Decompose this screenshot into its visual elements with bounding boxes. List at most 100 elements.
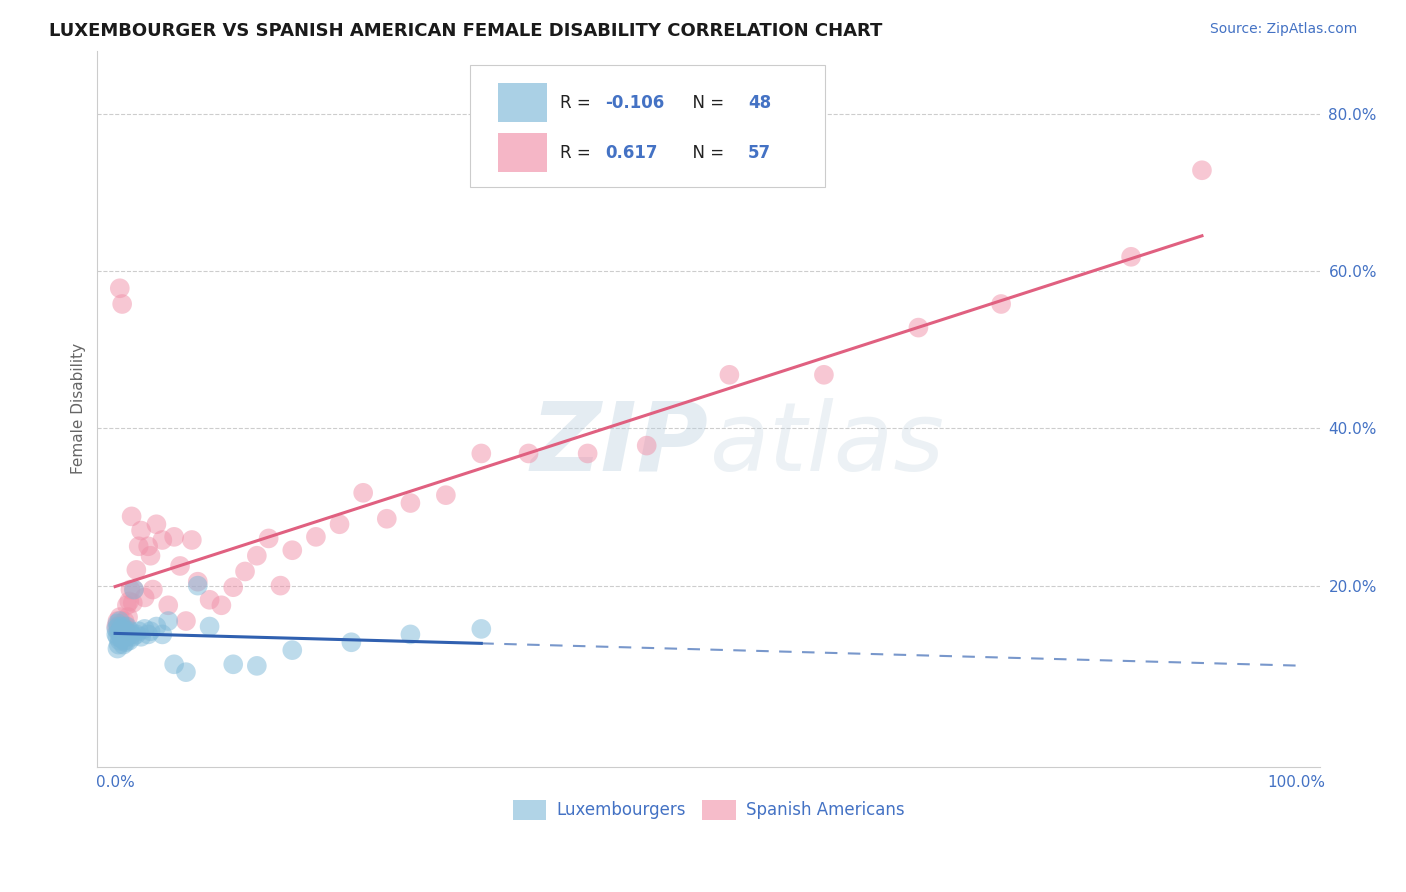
Point bbox=[145, 619, 167, 633]
Point bbox=[990, 297, 1012, 311]
Text: N =: N = bbox=[682, 144, 730, 162]
Point bbox=[128, 539, 150, 553]
Text: R =: R = bbox=[560, 94, 596, 112]
Point bbox=[150, 533, 173, 547]
Point bbox=[1191, 163, 1213, 178]
Point bbox=[108, 281, 131, 295]
Point bbox=[157, 614, 180, 628]
Point bbox=[718, 368, 741, 382]
Text: 0.617: 0.617 bbox=[605, 144, 657, 162]
Point bbox=[257, 532, 280, 546]
Point bbox=[112, 638, 135, 652]
Point bbox=[114, 633, 136, 648]
Point bbox=[107, 625, 129, 640]
Point bbox=[328, 517, 350, 532]
Point bbox=[114, 614, 136, 628]
Point bbox=[107, 641, 129, 656]
Point bbox=[169, 558, 191, 573]
Point bbox=[120, 582, 142, 597]
Point bbox=[108, 624, 131, 639]
Point bbox=[209, 599, 232, 613]
Point bbox=[122, 582, 145, 597]
Point bbox=[107, 614, 129, 628]
Point bbox=[105, 619, 128, 633]
Point bbox=[269, 579, 291, 593]
Point bbox=[112, 619, 135, 633]
Point bbox=[136, 539, 159, 553]
Point bbox=[180, 533, 202, 547]
Point bbox=[114, 622, 136, 636]
Point bbox=[115, 619, 138, 633]
Text: 57: 57 bbox=[748, 144, 770, 162]
FancyBboxPatch shape bbox=[470, 65, 825, 186]
Point bbox=[375, 512, 398, 526]
Point bbox=[174, 614, 197, 628]
Point bbox=[222, 657, 245, 672]
Point bbox=[187, 579, 209, 593]
Text: 48: 48 bbox=[748, 94, 770, 112]
Point bbox=[121, 509, 143, 524]
Point bbox=[122, 582, 145, 597]
Point bbox=[187, 574, 209, 589]
Point bbox=[120, 624, 142, 639]
Point bbox=[150, 627, 173, 641]
Point bbox=[115, 624, 138, 639]
Point bbox=[115, 630, 138, 644]
Point bbox=[142, 582, 165, 597]
Point bbox=[111, 619, 134, 633]
Point bbox=[246, 549, 269, 563]
Point bbox=[139, 549, 162, 563]
Text: LUXEMBOURGER VS SPANISH AMERICAN FEMALE DISABILITY CORRELATION CHART: LUXEMBOURGER VS SPANISH AMERICAN FEMALE … bbox=[49, 22, 883, 40]
Point bbox=[636, 439, 658, 453]
Point bbox=[198, 619, 221, 633]
Text: -0.106: -0.106 bbox=[605, 94, 664, 112]
Point bbox=[118, 633, 141, 648]
Y-axis label: Female Disability: Female Disability bbox=[72, 343, 86, 475]
Point bbox=[108, 610, 131, 624]
Point bbox=[105, 627, 128, 641]
Point bbox=[163, 530, 186, 544]
Point bbox=[107, 622, 129, 636]
Point bbox=[163, 657, 186, 672]
Text: R =: R = bbox=[560, 144, 596, 162]
Point bbox=[281, 643, 304, 657]
Text: Source: ZipAtlas.com: Source: ZipAtlas.com bbox=[1209, 22, 1357, 37]
Point bbox=[107, 619, 129, 633]
Point bbox=[114, 635, 136, 649]
Point bbox=[470, 446, 492, 460]
Point bbox=[352, 485, 374, 500]
Point bbox=[1119, 250, 1142, 264]
Point bbox=[813, 368, 835, 382]
Point bbox=[399, 496, 422, 510]
Point bbox=[174, 665, 197, 680]
Text: N =: N = bbox=[682, 94, 730, 112]
Point bbox=[117, 610, 139, 624]
Point bbox=[576, 446, 599, 460]
Point bbox=[117, 627, 139, 641]
Text: ZIP: ZIP bbox=[531, 398, 709, 491]
Point bbox=[222, 580, 245, 594]
Point bbox=[128, 624, 150, 639]
Point bbox=[129, 524, 152, 538]
Point bbox=[121, 627, 143, 641]
Point bbox=[907, 320, 929, 334]
Point bbox=[246, 658, 269, 673]
Point bbox=[129, 630, 152, 644]
Point bbox=[121, 630, 143, 644]
Point bbox=[110, 622, 132, 636]
Point bbox=[134, 591, 156, 605]
Point bbox=[107, 638, 129, 652]
Point bbox=[399, 627, 422, 641]
Point bbox=[470, 622, 492, 636]
Bar bbox=[498, 83, 547, 122]
Point bbox=[198, 592, 221, 607]
Point bbox=[125, 627, 148, 641]
Point bbox=[233, 565, 256, 579]
Bar bbox=[498, 133, 547, 172]
Point bbox=[114, 624, 136, 639]
Point bbox=[139, 624, 162, 639]
Point bbox=[110, 627, 132, 641]
Text: atlas: atlas bbox=[709, 398, 943, 491]
Point bbox=[110, 616, 132, 631]
Point bbox=[340, 635, 363, 649]
